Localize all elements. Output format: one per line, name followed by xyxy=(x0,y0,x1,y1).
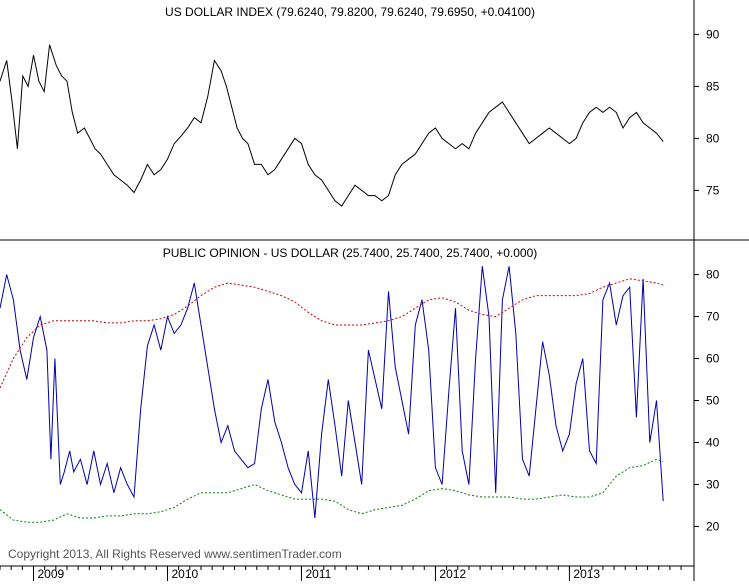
dollar-index-y-tick-label: 90 xyxy=(706,27,720,41)
public-opinion-title: PUBLIC OPINION - US DOLLAR (25.7400, 25.… xyxy=(163,246,538,260)
x-tick-label: 2009 xyxy=(37,567,64,581)
dollar-index-y-tick-label: 80 xyxy=(706,131,720,145)
public-opinion-panel: PUBLIC OPINION - US DOLLAR (25.7400, 25.… xyxy=(0,246,720,533)
dollar-index-series-0-line xyxy=(0,44,664,207)
dollar-index-y-tick-label: 75 xyxy=(706,183,720,197)
public-opinion-series-1-line xyxy=(0,278,664,389)
dollar-index-panel: US DOLLAR INDEX (79.6240, 79.8200, 79.62… xyxy=(0,5,720,207)
x-tick-label: 2012 xyxy=(439,567,466,581)
public-opinion-y-tick-label: 60 xyxy=(706,352,720,366)
copyright-text: Copyright 2013, All Rights Reserved www.… xyxy=(8,547,342,561)
public-opinion-series-2-line xyxy=(0,458,664,523)
x-axis: 2009 2010 2011 2012 2013 xyxy=(0,566,682,581)
public-opinion-y-tick-label: 40 xyxy=(706,435,720,449)
public-opinion-series-0-line xyxy=(0,266,664,519)
public-opinion-y-tick-label: 30 xyxy=(706,477,720,491)
x-tick-label: 2011 xyxy=(305,567,331,581)
public-opinion-y-tick-label: 80 xyxy=(706,268,720,282)
x-tick-label: 2010 xyxy=(171,567,198,581)
dollar-index-title: US DOLLAR INDEX (79.6240, 79.8200, 79.62… xyxy=(165,5,535,19)
public-opinion-y-tick-label: 70 xyxy=(706,310,720,324)
public-opinion-y-tick-label: 50 xyxy=(706,394,720,408)
dollar-index-y-tick-label: 85 xyxy=(706,79,720,93)
x-tick-label: 2013 xyxy=(573,567,600,581)
public-opinion-y-tick-label: 20 xyxy=(706,519,720,533)
